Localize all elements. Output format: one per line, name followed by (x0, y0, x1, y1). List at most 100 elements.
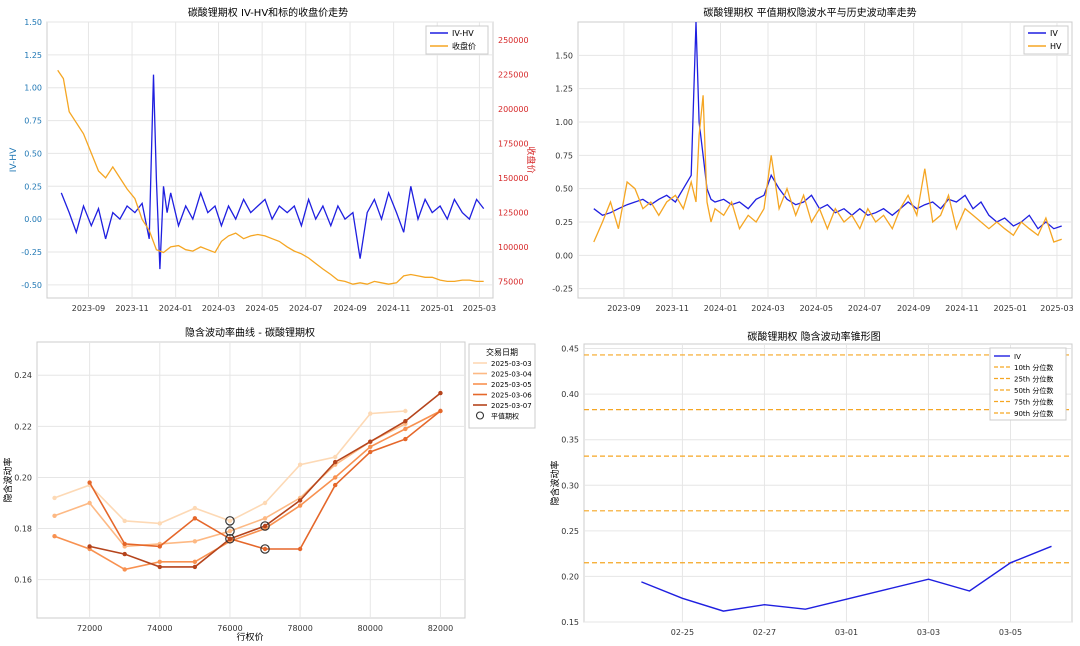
legend: 交易日期 2025-03-03 2025-03-04 2025-03-05 2025-0… (468, 343, 536, 429)
x-tick-label: 2025-01 (421, 304, 454, 313)
legend-entry-atm: 平值期权 (491, 412, 519, 421)
series-line-2025-03-06 (88, 410, 441, 550)
chart-iv-cone: 碳酸锂期权 隐含波动率锥形图 隐含波动率 0.15 0.20 0.25 0.30 0.3… (549, 330, 1073, 637)
y-tick-label: 1.50 (24, 18, 42, 27)
x-tick-label: 2024-01 (704, 304, 737, 313)
x-tick-label: 2025-01 (994, 304, 1027, 313)
x-tick-label: 2024-07 (848, 304, 881, 313)
atm-marker (225, 533, 235, 544)
legend-entry-iv: IV (1050, 29, 1058, 38)
legend-entry-percentile: 50th 分位数 (1014, 386, 1053, 395)
series-line-iv (641, 545, 1052, 612)
atm-marker (260, 521, 270, 531)
legend: IV HV (1023, 25, 1069, 55)
x-tick-label: 2025-03 (463, 304, 496, 313)
y-tick-label: 0.22 (14, 422, 32, 431)
chart-ivhv-close: 碳酸锂期权 IV-HV和标的收盘价走势 IV-HV 收盘价 -0.50 -0.25… (9, 6, 537, 313)
y-tick-label: 0.45 (561, 345, 579, 354)
x-tick-label: 82000 (428, 624, 453, 633)
y-tick-label: 0.20 (561, 572, 579, 581)
x-tick-label: 2023-11 (655, 304, 688, 313)
y-tick-label: 0.24 (14, 371, 32, 380)
y-tick-label: 0.00 (555, 251, 573, 260)
chart-title: 碳酸锂期权 平值期权隐波水平与历史波动率走势 (703, 6, 916, 19)
plot-area (46, 21, 494, 299)
y-tick-label: 0.25 (555, 218, 573, 227)
legend-entry: 2025-03-03 (491, 360, 532, 368)
y-tick-label: 1.25 (555, 85, 573, 94)
plot-area (577, 21, 1073, 299)
y2-tick-label: 175000 (498, 139, 529, 148)
plot-area (36, 341, 466, 619)
y-tick-label: 0.16 (14, 576, 32, 585)
y-tick-label: 0.25 (561, 527, 579, 536)
y-tick-label: 0.25 (24, 182, 42, 191)
x-tick-label: 76000 (217, 624, 242, 633)
x-tick-label: 02-25 (671, 628, 694, 637)
y2-tick-label: 200000 (498, 105, 529, 114)
y-tick-label: 0.75 (555, 151, 573, 160)
legend-entry-percentile: 75th 分位数 (1014, 398, 1053, 407)
y-tick-label: -0.25 (21, 248, 42, 257)
series-line-hv (593, 95, 1062, 243)
x-tick-label: 03-01 (835, 628, 858, 637)
legend-entry: 2025-03-04 (491, 371, 532, 379)
legend-entry: 2025-03-07 (491, 402, 532, 410)
chart-iv-hv: 碳酸锂期权 平值期权隐波水平与历史波动率走势 -0.25 0.00 0.25 0.50… (552, 6, 1073, 313)
y-axis-label: 隐含波动率 (549, 460, 561, 505)
atm-marker (225, 526, 235, 536)
y2-tick-label: 75000 (498, 277, 523, 286)
x-tick-label: 2024-11 (945, 304, 978, 313)
y-tick-label: 0.00 (24, 215, 42, 224)
y2-tick-label: 250000 (498, 36, 529, 45)
x-axis-label: 行权价 (236, 631, 263, 643)
y-tick-label: 1.00 (24, 84, 42, 93)
series-line-2025-03-07 (89, 392, 441, 568)
chart-title: 碳酸锂期权 隐含波动率锥形图 (747, 330, 880, 343)
legend: IV 10th 分位数 25th 分位数 50th 分位数 75th 分位数 90th 分… (989, 347, 1067, 421)
y-tick-label: 1.50 (555, 51, 573, 60)
x-tick-label: 2024-07 (289, 304, 322, 313)
series-line-2025-03-04 (54, 423, 406, 548)
series-line-close (57, 69, 484, 285)
legend-entry-close: 收盘价 (452, 41, 476, 51)
x-tick-label: 2025-03 (1040, 304, 1073, 313)
legend-entry-percentile: 25th 分位数 (1014, 375, 1053, 384)
x-tick-label: 80000 (358, 624, 383, 633)
x-tick-label: 2023-09 (607, 304, 640, 313)
y-tick-label: 0.50 (24, 149, 42, 158)
y-tick-label: -0.50 (21, 281, 42, 290)
y2-tick-label: 225000 (498, 70, 529, 79)
legend-entry: 2025-03-06 (491, 392, 532, 400)
y-tick-label: 0.18 (14, 525, 32, 534)
x-tick-label: 78000 (287, 624, 312, 633)
legend-entry-percentile: 10th 分位数 (1014, 363, 1053, 372)
x-tick-label: 2024-09 (897, 304, 930, 313)
x-tick-label: 72000 (77, 624, 102, 633)
y2-tick-label: 150000 (498, 174, 529, 183)
y2-axis-label: 收盘价 (525, 146, 537, 173)
legend-entry-ivhv: IV-HV (452, 29, 474, 38)
x-tick-label: 02-27 (753, 628, 776, 637)
y-tick-label: -0.25 (552, 285, 573, 294)
legend-entry-hv: HV (1050, 42, 1062, 51)
x-tick-label: 2024-09 (333, 304, 366, 313)
x-tick-label: 2024-11 (377, 304, 410, 313)
y-tick-label: 0.40 (561, 390, 579, 399)
x-tick-label: 03-03 (917, 628, 940, 637)
y-tick-label: 0.15 (561, 618, 579, 627)
x-tick-label: 2024-05 (245, 304, 278, 313)
legend-entry: 2025-03-05 (491, 381, 532, 389)
chart-title: 隐含波动率曲线 - 碳酸锂期权 (185, 326, 315, 339)
legend: IV-HV 收盘价 (425, 25, 489, 55)
x-tick-label: 74000 (147, 624, 172, 633)
x-tick-label: 2024-01 (159, 304, 192, 313)
series-line-2025-03-03 (54, 410, 406, 525)
x-tick-label: 2023-11 (115, 304, 148, 313)
series-line-2025-03-05 (54, 410, 441, 571)
x-tick-label: 03-05 (999, 628, 1022, 637)
y2-tick-label: 125000 (498, 208, 529, 217)
y-tick-label: 1.00 (555, 118, 573, 127)
y-tick-label: 0.20 (14, 473, 32, 482)
